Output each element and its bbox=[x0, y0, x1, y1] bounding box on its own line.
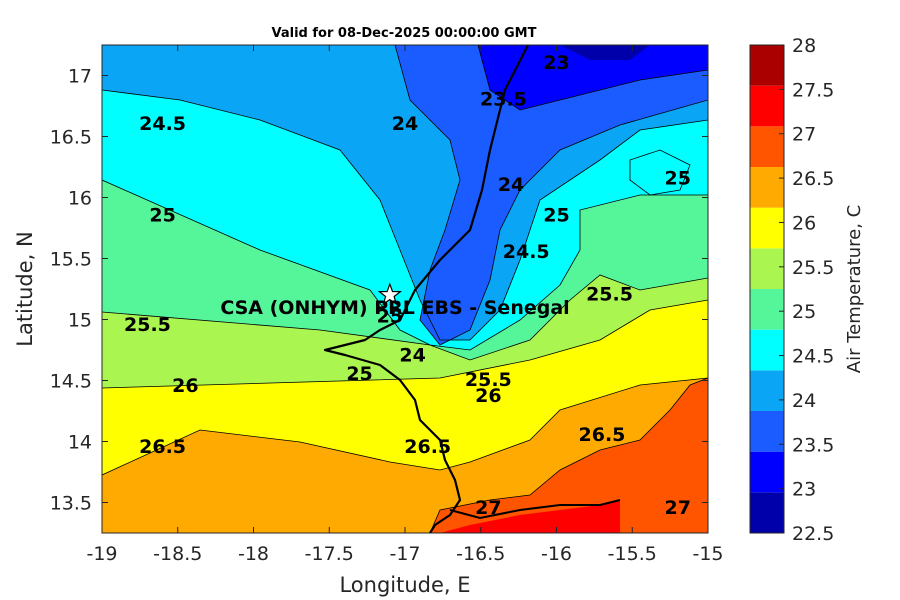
colorbar-tick-label: 23 bbox=[792, 479, 816, 501]
contour-label: 24 bbox=[498, 174, 524, 196]
contour-label: 25 bbox=[149, 204, 175, 226]
x-tick-label: -17 bbox=[389, 543, 420, 565]
band-27-5 bbox=[440, 500, 620, 533]
contour-label: 23.5 bbox=[480, 88, 527, 110]
contour-line-25-5 bbox=[102, 274, 708, 361]
contour-label: 26.5 bbox=[404, 436, 451, 458]
colorbar-tick-label: 24.5 bbox=[792, 346, 834, 368]
band-25-5 bbox=[102, 275, 708, 388]
contour-labels: 24.5 24 23 23.5 24 25 25 25 24.5 25.5 25 25.5 24 25 25… bbox=[124, 52, 691, 519]
y-tick-label: 15.5 bbox=[50, 249, 92, 271]
coastline bbox=[323, 45, 529, 533]
band-25 bbox=[102, 180, 708, 360]
colorbar-swatch bbox=[750, 85, 784, 127]
x-tick-label: -17.5 bbox=[305, 543, 354, 565]
station-star-icon bbox=[377, 282, 402, 306]
contour-label: 24 bbox=[392, 113, 418, 135]
x-axis-label: Longitude, E bbox=[339, 573, 470, 597]
band-25-island bbox=[630, 150, 690, 195]
band-23-5 bbox=[395, 45, 708, 345]
contour-lines bbox=[102, 45, 708, 533]
contour-label: 25 bbox=[543, 204, 569, 226]
band-27 bbox=[430, 378, 708, 533]
contour-label: 26 bbox=[172, 375, 198, 397]
colorbar-swatch bbox=[750, 45, 784, 86]
y-tick-label: 16 bbox=[68, 188, 92, 210]
band-23 bbox=[478, 45, 708, 110]
contour-label: 25.5 bbox=[465, 369, 512, 391]
border-line bbox=[449, 499, 621, 520]
colorbar-swatch bbox=[750, 492, 784, 533]
contour-label: 25 bbox=[377, 306, 403, 328]
colorbar-swatch bbox=[750, 451, 784, 493]
y-tick-label: 14 bbox=[68, 432, 92, 454]
contour-label: 24.5 bbox=[503, 241, 550, 263]
contour-line-island bbox=[629, 149, 691, 196]
band-22-5 bbox=[560, 45, 650, 60]
contour-label: 25 bbox=[664, 168, 690, 190]
y-tick-label: 15 bbox=[68, 310, 92, 332]
colorbar-swatch bbox=[750, 370, 784, 411]
colorbar-tick-label: 28 bbox=[792, 35, 816, 57]
colorbar-label: Air Temperature, C bbox=[844, 205, 865, 373]
x-tick-label: -15 bbox=[692, 543, 723, 565]
colorbar-swatch bbox=[750, 248, 784, 289]
contour-label: 26.5 bbox=[579, 424, 626, 446]
colorbar-swatch bbox=[750, 329, 784, 371]
colorbar-tick-label: 26 bbox=[792, 212, 816, 234]
contour-label: 25.5 bbox=[586, 284, 633, 306]
colorbar-tick-label: 27 bbox=[792, 124, 816, 146]
chart-title: Valid for 08-Dec-2025 00:00:00 GMT bbox=[272, 26, 537, 41]
contour-map bbox=[102, 45, 708, 533]
y-tick-label: 17 bbox=[68, 66, 92, 88]
x-tick-label: -18 bbox=[238, 543, 269, 565]
contour-label: 24.5 bbox=[139, 113, 186, 135]
contour-line-23 bbox=[477, 45, 708, 111]
contour-line-26-5 bbox=[102, 377, 708, 476]
x-tick-label: -18.5 bbox=[153, 543, 202, 565]
contour-label: 23 bbox=[543, 52, 569, 74]
contour-line-27 bbox=[429, 377, 708, 533]
contour-line-26 bbox=[102, 299, 708, 389]
station-label: CSA (ONHYM) PRL EBS - Senegal bbox=[220, 297, 569, 319]
contour-label: 25 bbox=[346, 363, 372, 385]
x-tick-label: -19 bbox=[86, 543, 117, 565]
colorbar-swatch bbox=[750, 126, 784, 167]
band-24-5 bbox=[102, 90, 708, 350]
colorbar-tick-label: 25.5 bbox=[792, 257, 834, 279]
colorbar-frame bbox=[749, 44, 785, 534]
contour-line-25 bbox=[102, 179, 708, 351]
y-tick-label: 13.5 bbox=[50, 493, 92, 515]
x-tick-label: -16.5 bbox=[456, 543, 505, 565]
colorbar-swatch bbox=[750, 207, 784, 249]
colorbar-swatch bbox=[750, 167, 784, 208]
colorbar-tick-label: 22.5 bbox=[792, 523, 834, 545]
colorbar: 28 27.5 27 26.5 26 25.5 25 24.5 24 23.5 23 22.5 bbox=[749, 35, 834, 545]
x-tick-label: -16 bbox=[541, 543, 572, 565]
y-tick-label: 14.5 bbox=[50, 371, 92, 393]
colorbar-swatch bbox=[750, 289, 784, 330]
colorbar-swatch bbox=[750, 411, 784, 452]
y-tick-label: 16.5 bbox=[50, 127, 92, 149]
colorbar-tick-label: 26.5 bbox=[792, 168, 834, 190]
y-axis: 17 16.5 16 15.5 15 14.5 14 13.5 bbox=[50, 66, 708, 515]
contour-label: 25.5 bbox=[124, 314, 171, 336]
contour-label: 26 bbox=[475, 385, 501, 407]
contour-label: 27 bbox=[664, 497, 690, 519]
colorbar-tick-label: 25 bbox=[792, 301, 816, 323]
y-axis-label: Latitude, N bbox=[13, 231, 37, 347]
x-axis: -19 -18.5 -18 -17.5 -17 -16.5 -16 -15.5 -15 bbox=[86, 45, 724, 565]
station-marker-group: CSA (ONHYM) PRL EBS - Senegal bbox=[220, 282, 570, 319]
colorbar-tick-label: 24 bbox=[792, 390, 816, 412]
x-tick-label: -15.5 bbox=[608, 543, 657, 565]
contour-label: 27 bbox=[475, 497, 501, 519]
colorbar-tick-label: 27.5 bbox=[792, 79, 834, 101]
contour-label: 26.5 bbox=[139, 436, 186, 458]
contour-label: 24 bbox=[399, 345, 425, 367]
contour-line-23-5 bbox=[394, 45, 708, 346]
colorbar-tick-label: 23.5 bbox=[792, 434, 834, 456]
contour-line-24-5 bbox=[102, 89, 708, 341]
